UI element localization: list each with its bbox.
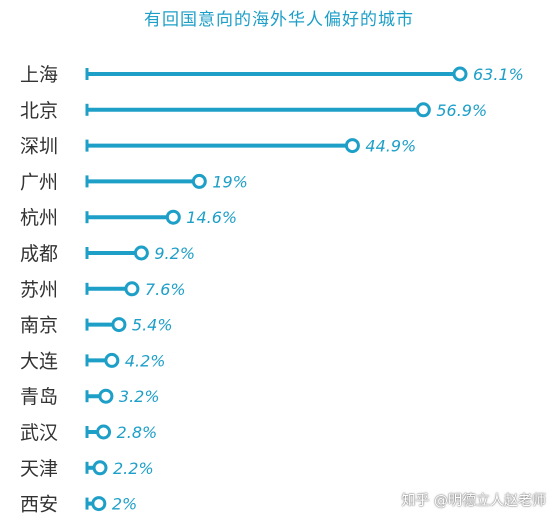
category-label: 杭州	[20, 207, 58, 229]
value-label: 44.9%	[365, 137, 416, 156]
value-label: 14.6%	[186, 208, 237, 227]
chart-title: 有回国意向的海外华人偏好的城市	[144, 10, 414, 30]
value-label: 63.1%	[473, 65, 524, 84]
category-label: 南京	[20, 315, 58, 337]
category-label: 北京	[20, 100, 58, 122]
value-label: 5.4%	[132, 316, 173, 335]
bar-end-marker	[344, 138, 360, 154]
bar-end-marker	[191, 173, 207, 189]
bar-end-marker	[111, 317, 127, 333]
bar-end-marker	[98, 388, 114, 404]
category-label: 广州	[20, 171, 58, 193]
watermark: 知乎 @明德立人赵老师	[401, 493, 546, 509]
value-label: 9.2%	[154, 244, 195, 263]
value-label: 3.2%	[119, 387, 160, 406]
value-label: 2%	[112, 495, 137, 514]
category-label: 上海	[20, 64, 58, 86]
category-label: 苏州	[20, 279, 58, 301]
category-label: 西安	[20, 494, 58, 516]
bar-end-marker	[96, 424, 112, 440]
bar-end-marker	[165, 209, 181, 225]
category-label: 青岛	[20, 386, 58, 408]
value-label: 2.8%	[117, 423, 158, 442]
bar-end-marker	[133, 245, 149, 261]
category-label: 大连	[20, 350, 58, 372]
value-label: 7.6%	[145, 280, 186, 299]
bar-end-marker	[124, 281, 140, 297]
bar-end-marker	[104, 352, 120, 368]
bar-end-marker	[415, 102, 431, 118]
category-label: 天津	[20, 458, 58, 480]
value-label: 19%	[212, 172, 248, 191]
value-label: 56.9%	[436, 101, 487, 120]
bar-end-marker	[91, 496, 107, 512]
value-label: 4.2%	[125, 351, 166, 370]
category-label: 成都	[20, 243, 58, 265]
category-label: 深圳	[20, 136, 58, 158]
category-label: 武汉	[20, 422, 58, 444]
value-label: 2.2%	[113, 459, 154, 478]
bar-end-marker	[452, 66, 468, 82]
bar-end-marker	[92, 460, 108, 476]
